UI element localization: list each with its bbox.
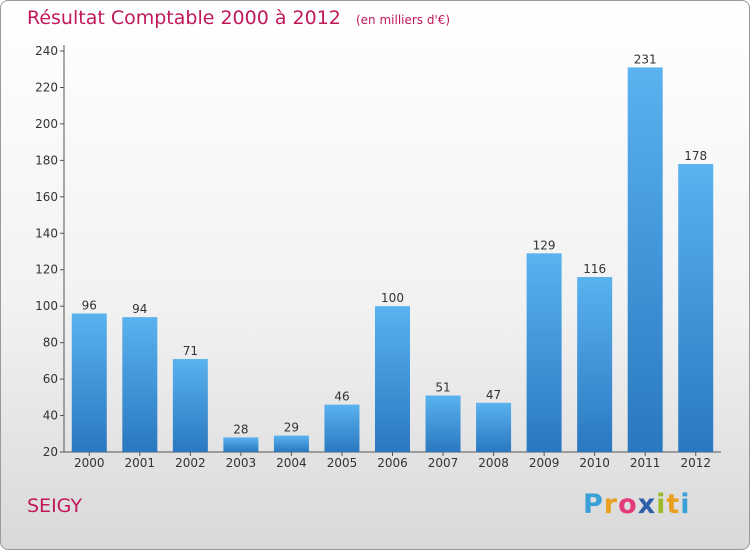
bar [324, 404, 360, 452]
x-tick-label: 2000 [74, 456, 105, 470]
bar [678, 164, 714, 452]
data-label: 94 [132, 302, 147, 316]
logo-letter: o [618, 489, 638, 520]
data-label: 96 [82, 298, 97, 312]
commune-name: SEIGY [27, 495, 83, 517]
x-tick-label: 2002 [175, 456, 206, 470]
x-tick-label: 2009 [529, 456, 560, 470]
data-label: 29 [284, 421, 299, 435]
y-tick-label: 220 [35, 80, 58, 94]
data-label: 28 [233, 422, 248, 436]
data-label: 129 [533, 238, 556, 252]
y-tick-label: 40 [43, 409, 58, 423]
x-tick-label: 2006 [377, 456, 408, 470]
x-tick-label: 2001 [125, 456, 156, 470]
y-tick-label: 180 [35, 153, 58, 167]
bar [375, 306, 410, 452]
y-tick-label: 240 [35, 44, 58, 58]
bar [476, 402, 512, 452]
x-tick-label: 2008 [478, 456, 509, 470]
bar [627, 67, 663, 453]
logo-letter: i [656, 489, 667, 520]
x-tick-label: 2011 [630, 456, 661, 470]
bar [223, 437, 259, 452]
y-tick-label: 160 [35, 190, 58, 204]
y-tick-label: 80 [43, 336, 58, 350]
y-tick-label: 200 [35, 117, 58, 131]
data-label: 51 [435, 380, 450, 394]
bar [526, 253, 562, 452]
bar [425, 395, 461, 452]
x-tick-label: 2012 [680, 456, 711, 470]
logo-letter: r [603, 489, 619, 520]
x-tick-label: 2005 [327, 456, 358, 470]
x-tick-label: 2003 [226, 456, 257, 470]
bar [172, 359, 208, 452]
chart-title-block: Résultat Comptable 2000 à 2012 (en milli… [27, 7, 450, 29]
chart-title: Résultat Comptable 2000 à 2012 [27, 7, 341, 29]
data-label: 47 [486, 388, 501, 402]
y-tick-label: 60 [43, 372, 58, 386]
data-label: 231 [634, 52, 657, 66]
logo-letter: P [583, 489, 604, 520]
y-tick-label: 140 [35, 226, 58, 240]
x-tick-label: 2010 [579, 456, 610, 470]
y-tick-label: 100 [35, 299, 58, 313]
x-tick-label: 2004 [276, 456, 307, 470]
bar [577, 277, 613, 452]
data-label: 100 [381, 291, 404, 305]
bar [273, 435, 309, 452]
y-tick-label: 20 [43, 445, 58, 459]
data-label: 46 [334, 390, 349, 404]
chart-subtitle: (en milliers d'€) [355, 13, 451, 27]
y-tick-label: 120 [35, 263, 58, 277]
bar [71, 313, 107, 452]
data-label: 116 [583, 262, 606, 276]
data-label: 178 [684, 149, 707, 163]
x-tick-label: 2007 [428, 456, 459, 470]
logo-letter: t [666, 489, 681, 520]
data-label: 71 [183, 344, 198, 358]
proxiti-logo: Proxiti [583, 489, 691, 520]
logo-letter: x [637, 489, 657, 520]
bar [122, 317, 158, 452]
logo-letter: i [680, 489, 691, 520]
